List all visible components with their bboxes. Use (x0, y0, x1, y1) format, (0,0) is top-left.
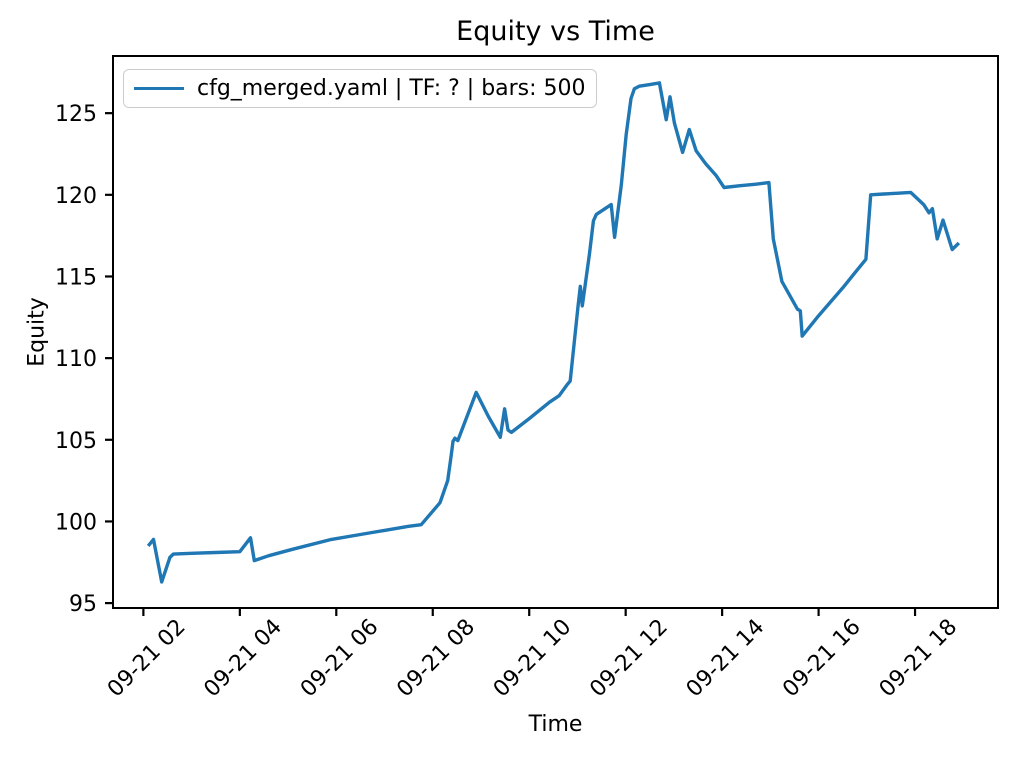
y-tick-label: 95 (69, 592, 97, 617)
x-axis-label: Time (528, 712, 583, 737)
x-tick-label: 09-21 14 (682, 615, 770, 703)
axes-spines (112, 55, 999, 609)
y-tick-label: 110 (55, 347, 97, 372)
x-tick-label: 09-21 18 (875, 615, 963, 703)
x-tick-label: 09-21 02 (103, 615, 191, 703)
chart-title: Equity vs Time (456, 16, 655, 47)
x-tick-label: 09-21 16 (778, 615, 866, 703)
x-tick-label: 09-21 10 (489, 615, 577, 703)
y-tick-label: 120 (55, 184, 97, 209)
x-tick-label: 09-21 08 (392, 615, 480, 703)
equity-line (146, 81, 961, 584)
y-tick-label: 105 (55, 429, 97, 454)
y-tick-label: 125 (55, 102, 97, 127)
x-tick-label: 09-21 12 (585, 615, 673, 703)
legend-series-label: cfg_merged.yaml | TF: ? | bars: 500 (197, 76, 586, 101)
y-tick-label: 115 (55, 265, 97, 290)
y-tick-label: 100 (55, 510, 97, 535)
legend-line-sample-icon (134, 86, 184, 91)
x-tick-label: 09-21 06 (296, 615, 384, 703)
x-tick-label: 09-21 04 (199, 615, 287, 703)
legend: cfg_merged.yaml | TF: ? | bars: 500 (123, 69, 597, 108)
